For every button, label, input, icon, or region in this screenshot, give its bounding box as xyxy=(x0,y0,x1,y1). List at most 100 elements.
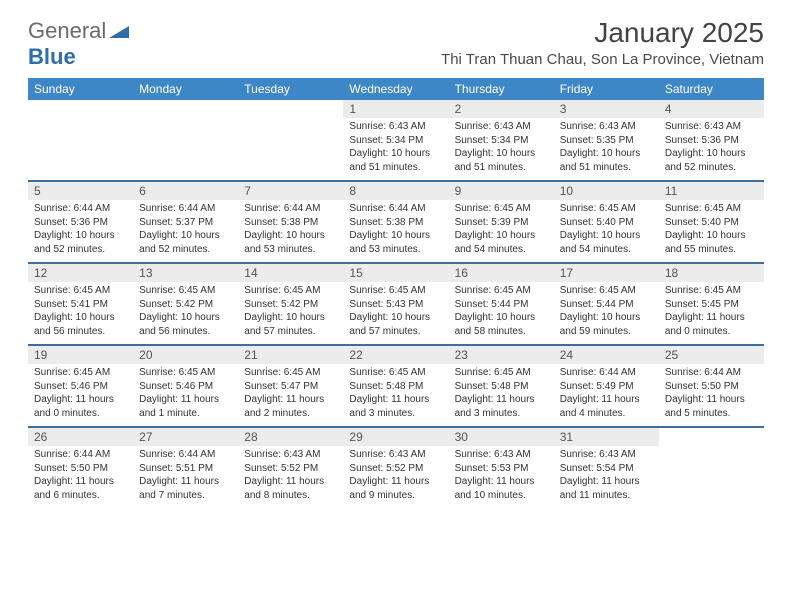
brand-logo: GeneralBlue xyxy=(28,18,129,70)
date-number: 25 xyxy=(659,346,764,364)
calendar-day: 15Sunrise: 6:45 AMSunset: 5:43 PMDayligh… xyxy=(343,263,448,345)
day-info: Sunrise: 6:45 AMSunset: 5:48 PMDaylight:… xyxy=(343,364,448,426)
calendar-day: 20Sunrise: 6:45 AMSunset: 5:46 PMDayligh… xyxy=(133,345,238,427)
calendar-week: 19Sunrise: 6:45 AMSunset: 5:46 PMDayligh… xyxy=(28,345,764,427)
calendar-day: 16Sunrise: 6:45 AMSunset: 5:44 PMDayligh… xyxy=(449,263,554,345)
day-info: Sunrise: 6:45 AMSunset: 5:47 PMDaylight:… xyxy=(238,364,343,426)
day-info: Sunrise: 6:43 AMSunset: 5:34 PMDaylight:… xyxy=(449,118,554,180)
calendar-day-empty: .... xyxy=(659,427,764,508)
day-info: Sunrise: 6:45 AMSunset: 5:40 PMDaylight:… xyxy=(659,200,764,262)
day-info: Sunrise: 6:43 AMSunset: 5:34 PMDaylight:… xyxy=(343,118,448,180)
day-info: Sunrise: 6:44 AMSunset: 5:36 PMDaylight:… xyxy=(28,200,133,262)
date-number: 18 xyxy=(659,264,764,282)
date-number: 24 xyxy=(554,346,659,364)
calendar-day: 21Sunrise: 6:45 AMSunset: 5:47 PMDayligh… xyxy=(238,345,343,427)
calendar-day: 2Sunrise: 6:43 AMSunset: 5:34 PMDaylight… xyxy=(449,100,554,181)
date-number: 13 xyxy=(133,264,238,282)
title-block: January 2025 Thi Tran Thuan Chau, Son La… xyxy=(441,18,764,68)
day-info: Sunrise: 6:43 AMSunset: 5:53 PMDaylight:… xyxy=(449,446,554,508)
calendar-day: 23Sunrise: 6:45 AMSunset: 5:48 PMDayligh… xyxy=(449,345,554,427)
dayhead-thu: Thursday xyxy=(449,78,554,100)
day-info: Sunrise: 6:44 AMSunset: 5:50 PMDaylight:… xyxy=(659,364,764,426)
date-number: 7 xyxy=(238,182,343,200)
day-info: Sunrise: 6:44 AMSunset: 5:50 PMDaylight:… xyxy=(28,446,133,508)
calendar-day: 8Sunrise: 6:44 AMSunset: 5:38 PMDaylight… xyxy=(343,181,448,263)
day-info: Sunrise: 6:44 AMSunset: 5:49 PMDaylight:… xyxy=(554,364,659,426)
calendar-table: Sunday Monday Tuesday Wednesday Thursday… xyxy=(28,78,764,508)
calendar-day-empty: .... xyxy=(28,100,133,181)
calendar-day: 31Sunrise: 6:43 AMSunset: 5:54 PMDayligh… xyxy=(554,427,659,508)
date-number: 23 xyxy=(449,346,554,364)
calendar-day: 13Sunrise: 6:45 AMSunset: 5:42 PMDayligh… xyxy=(133,263,238,345)
calendar-day-empty: .... xyxy=(238,100,343,181)
date-number: 1 xyxy=(343,100,448,118)
dayhead-wed: Wednesday xyxy=(343,78,448,100)
day-info: Sunrise: 6:43 AMSunset: 5:54 PMDaylight:… xyxy=(554,446,659,508)
day-info: Sunrise: 6:45 AMSunset: 5:44 PMDaylight:… xyxy=(449,282,554,344)
calendar-week: 26Sunrise: 6:44 AMSunset: 5:50 PMDayligh… xyxy=(28,427,764,508)
day-info: Sunrise: 6:45 AMSunset: 5:48 PMDaylight:… xyxy=(449,364,554,426)
calendar-day: 17Sunrise: 6:45 AMSunset: 5:44 PMDayligh… xyxy=(554,263,659,345)
date-number: 15 xyxy=(343,264,448,282)
month-title: January 2025 xyxy=(441,18,764,49)
calendar-week: 12Sunrise: 6:45 AMSunset: 5:41 PMDayligh… xyxy=(28,263,764,345)
topbar: GeneralBlue January 2025 Thi Tran Thuan … xyxy=(28,18,764,70)
date-number: 10 xyxy=(554,182,659,200)
calendar-day: 1Sunrise: 6:43 AMSunset: 5:34 PMDaylight… xyxy=(343,100,448,181)
calendar-day: 3Sunrise: 6:43 AMSunset: 5:35 PMDaylight… xyxy=(554,100,659,181)
date-number: 22 xyxy=(343,346,448,364)
calendar-day: 12Sunrise: 6:45 AMSunset: 5:41 PMDayligh… xyxy=(28,263,133,345)
brand-part2: Blue xyxy=(28,44,76,69)
day-info: Sunrise: 6:45 AMSunset: 5:46 PMDaylight:… xyxy=(133,364,238,426)
date-number: 21 xyxy=(238,346,343,364)
calendar-day-empty: .... xyxy=(133,100,238,181)
day-info: Sunrise: 6:43 AMSunset: 5:52 PMDaylight:… xyxy=(238,446,343,508)
calendar-week: ............1Sunrise: 6:43 AMSunset: 5:3… xyxy=(28,100,764,181)
calendar-day: 7Sunrise: 6:44 AMSunset: 5:38 PMDaylight… xyxy=(238,181,343,263)
date-number: 6 xyxy=(133,182,238,200)
date-number: 19 xyxy=(28,346,133,364)
brand-text: GeneralBlue xyxy=(28,18,129,70)
calendar-body: ............1Sunrise: 6:43 AMSunset: 5:3… xyxy=(28,100,764,508)
date-number: 5 xyxy=(28,182,133,200)
day-info: Sunrise: 6:43 AMSunset: 5:52 PMDaylight:… xyxy=(343,446,448,508)
date-number: 28 xyxy=(238,428,343,446)
date-number: 2 xyxy=(449,100,554,118)
date-number: 11 xyxy=(659,182,764,200)
dayhead-sun: Sunday xyxy=(28,78,133,100)
day-info: Sunrise: 6:44 AMSunset: 5:51 PMDaylight:… xyxy=(133,446,238,508)
day-info: Sunrise: 6:45 AMSunset: 5:44 PMDaylight:… xyxy=(554,282,659,344)
day-info: Sunrise: 6:45 AMSunset: 5:45 PMDaylight:… xyxy=(659,282,764,344)
day-info: Sunrise: 6:45 AMSunset: 5:42 PMDaylight:… xyxy=(238,282,343,344)
calendar-day: 29Sunrise: 6:43 AMSunset: 5:52 PMDayligh… xyxy=(343,427,448,508)
calendar-day: 14Sunrise: 6:45 AMSunset: 5:42 PMDayligh… xyxy=(238,263,343,345)
calendar-day: 9Sunrise: 6:45 AMSunset: 5:39 PMDaylight… xyxy=(449,181,554,263)
date-number: 9 xyxy=(449,182,554,200)
day-info: Sunrise: 6:44 AMSunset: 5:38 PMDaylight:… xyxy=(343,200,448,262)
brand-part1: General xyxy=(28,18,106,43)
dayhead-mon: Monday xyxy=(133,78,238,100)
calendar-day: 19Sunrise: 6:45 AMSunset: 5:46 PMDayligh… xyxy=(28,345,133,427)
date-number: 12 xyxy=(28,264,133,282)
date-number: 29 xyxy=(343,428,448,446)
day-info: Sunrise: 6:45 AMSunset: 5:39 PMDaylight:… xyxy=(449,200,554,262)
day-info: Sunrise: 6:43 AMSunset: 5:35 PMDaylight:… xyxy=(554,118,659,180)
calendar-day: 22Sunrise: 6:45 AMSunset: 5:48 PMDayligh… xyxy=(343,345,448,427)
date-number: 3 xyxy=(554,100,659,118)
calendar-page: GeneralBlue January 2025 Thi Tran Thuan … xyxy=(0,0,792,526)
day-info: Sunrise: 6:45 AMSunset: 5:42 PMDaylight:… xyxy=(133,282,238,344)
brand-triangle-icon xyxy=(109,18,129,44)
calendar-day: 6Sunrise: 6:44 AMSunset: 5:37 PMDaylight… xyxy=(133,181,238,263)
day-info: Sunrise: 6:45 AMSunset: 5:43 PMDaylight:… xyxy=(343,282,448,344)
calendar-day: 4Sunrise: 6:43 AMSunset: 5:36 PMDaylight… xyxy=(659,100,764,181)
day-info: Sunrise: 6:44 AMSunset: 5:37 PMDaylight:… xyxy=(133,200,238,262)
calendar-day: 18Sunrise: 6:45 AMSunset: 5:45 PMDayligh… xyxy=(659,263,764,345)
calendar-day: 25Sunrise: 6:44 AMSunset: 5:50 PMDayligh… xyxy=(659,345,764,427)
dayhead-sat: Saturday xyxy=(659,78,764,100)
date-number: 20 xyxy=(133,346,238,364)
dayhead-tue: Tuesday xyxy=(238,78,343,100)
day-header-row: Sunday Monday Tuesday Wednesday Thursday… xyxy=(28,78,764,100)
calendar-day: 5Sunrise: 6:44 AMSunset: 5:36 PMDaylight… xyxy=(28,181,133,263)
calendar-week: 5Sunrise: 6:44 AMSunset: 5:36 PMDaylight… xyxy=(28,181,764,263)
calendar-day: 30Sunrise: 6:43 AMSunset: 5:53 PMDayligh… xyxy=(449,427,554,508)
